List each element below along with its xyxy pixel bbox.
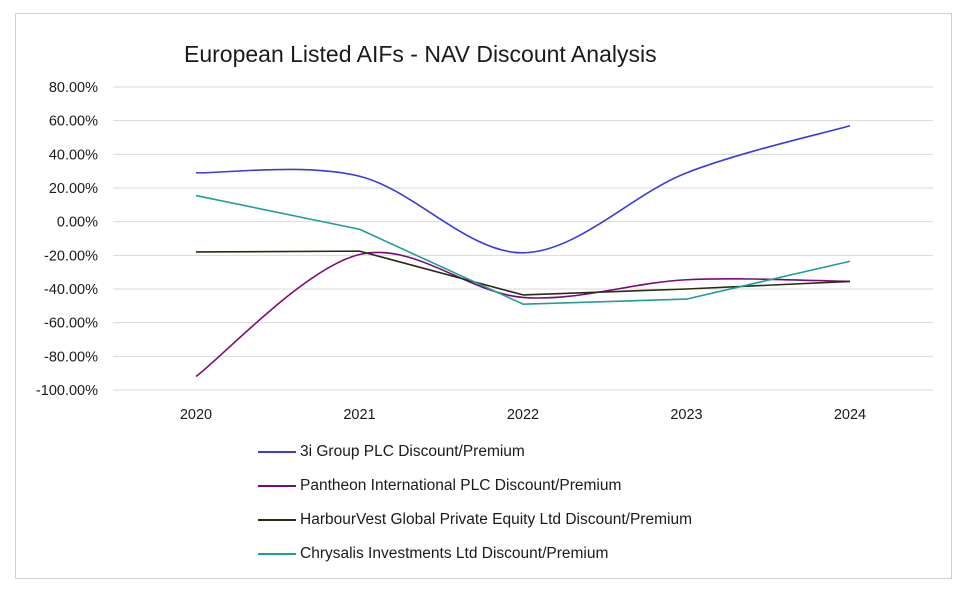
legend-swatch: [258, 519, 296, 521]
series-line-1: [195, 124, 851, 254]
y-tick-label: -20.00%: [44, 248, 98, 264]
x-tick-label: 2020: [180, 407, 212, 423]
legend-label: 3i Group PLC Discount/Premium: [300, 443, 525, 460]
x-tick-label: 2023: [670, 407, 702, 423]
legend-label: Pantheon International PLC Discount/Prem…: [300, 477, 622, 494]
legend-swatch: [258, 485, 296, 487]
y-tick-label: -40.00%: [44, 282, 98, 298]
x-tick-label: 2021: [343, 407, 375, 423]
legend-label: Chrysalis Investments Ltd Discount/Premi…: [300, 545, 609, 562]
series-line-3: [195, 250, 851, 296]
gridlines: [113, 86, 933, 391]
y-tick-label: -80.00%: [44, 349, 98, 365]
y-tick-label: 80.00%: [49, 80, 98, 96]
y-tick-label: 60.00%: [49, 114, 98, 130]
y-tick-label: -100.00%: [36, 383, 98, 399]
y-tick-label: 20.00%: [49, 181, 98, 197]
y-tick-label: 0.00%: [57, 215, 98, 231]
x-tick-label: 2024: [834, 407, 866, 423]
chart-title: European Listed AIFs - NAV Discount Anal…: [184, 41, 657, 67]
x-tick-label: 2022: [507, 407, 539, 423]
legend-swatch: [258, 553, 296, 555]
series-lines: [195, 124, 851, 378]
y-tick-label: 40.00%: [49, 147, 98, 163]
series-line-4: [195, 194, 851, 305]
legend-label: HarbourVest Global Private Equity Ltd Di…: [300, 511, 692, 528]
y-axis-tick-labels: 80.00% 60.00% 40.00% 20.00% 0.00% -20.00% -40.…: [36, 80, 98, 399]
y-tick-label: -60.00%: [44, 316, 98, 332]
legend-swatch: [258, 451, 296, 453]
series-line-2: [195, 251, 851, 378]
x-axis-tick-labels: 2020 2021 2022 2023 2024: [180, 407, 866, 423]
chart-frame: [15, 13, 952, 579]
